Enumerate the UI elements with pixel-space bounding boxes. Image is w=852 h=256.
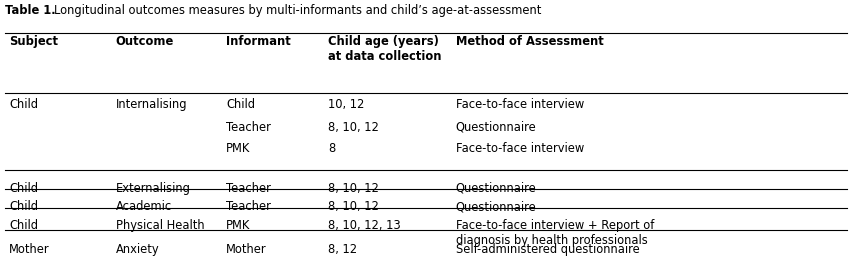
Text: Outcome: Outcome <box>116 35 174 48</box>
Text: Physical Health: Physical Health <box>116 219 204 232</box>
Text: 10, 12: 10, 12 <box>328 98 365 111</box>
Text: Face-to-face interview: Face-to-face interview <box>456 98 584 111</box>
Text: 8, 10, 12: 8, 10, 12 <box>328 182 379 195</box>
Text: Academic: Academic <box>116 200 172 213</box>
Text: Child age (years)
at data collection: Child age (years) at data collection <box>328 35 441 63</box>
Text: Anxiety: Anxiety <box>116 243 159 256</box>
Text: Informant: Informant <box>226 35 291 48</box>
Text: Child: Child <box>9 98 38 111</box>
Text: Mother: Mother <box>9 243 49 256</box>
Text: Questionnaire: Questionnaire <box>456 182 537 195</box>
Text: Questionnaire: Questionnaire <box>456 121 537 134</box>
Text: Mother: Mother <box>226 243 267 256</box>
Text: Child: Child <box>9 219 38 232</box>
Text: Internalising: Internalising <box>116 98 187 111</box>
Text: Child: Child <box>9 182 38 195</box>
Text: Face-to-face interview: Face-to-face interview <box>456 142 584 155</box>
Text: Self-administered questionnaire: Self-administered questionnaire <box>456 243 640 256</box>
Text: Externalising: Externalising <box>116 182 190 195</box>
Text: 8, 10, 12: 8, 10, 12 <box>328 200 379 213</box>
Text: 8: 8 <box>328 142 336 155</box>
Text: Table 1.: Table 1. <box>5 4 60 17</box>
Text: Subject: Subject <box>9 35 58 48</box>
Text: 8, 10, 12: 8, 10, 12 <box>328 121 379 134</box>
Text: 8, 12: 8, 12 <box>328 243 357 256</box>
Text: Teacher: Teacher <box>226 182 271 195</box>
Text: Longitudinal outcomes measures by multi-informants and child’s age-at-assessment: Longitudinal outcomes measures by multi-… <box>55 4 542 17</box>
Text: PMK: PMK <box>226 142 250 155</box>
Text: Child: Child <box>226 98 255 111</box>
Text: 8, 10, 12, 13: 8, 10, 12, 13 <box>328 219 401 232</box>
Text: Teacher: Teacher <box>226 121 271 134</box>
Text: Questionnaire: Questionnaire <box>456 200 537 213</box>
Text: Method of Assessment: Method of Assessment <box>456 35 603 48</box>
Text: PMK: PMK <box>226 219 250 232</box>
Text: Child: Child <box>9 200 38 213</box>
Text: Teacher: Teacher <box>226 200 271 213</box>
Text: Face-to-face interview + Report of
diagnosis by health professionals: Face-to-face interview + Report of diagn… <box>456 219 654 247</box>
